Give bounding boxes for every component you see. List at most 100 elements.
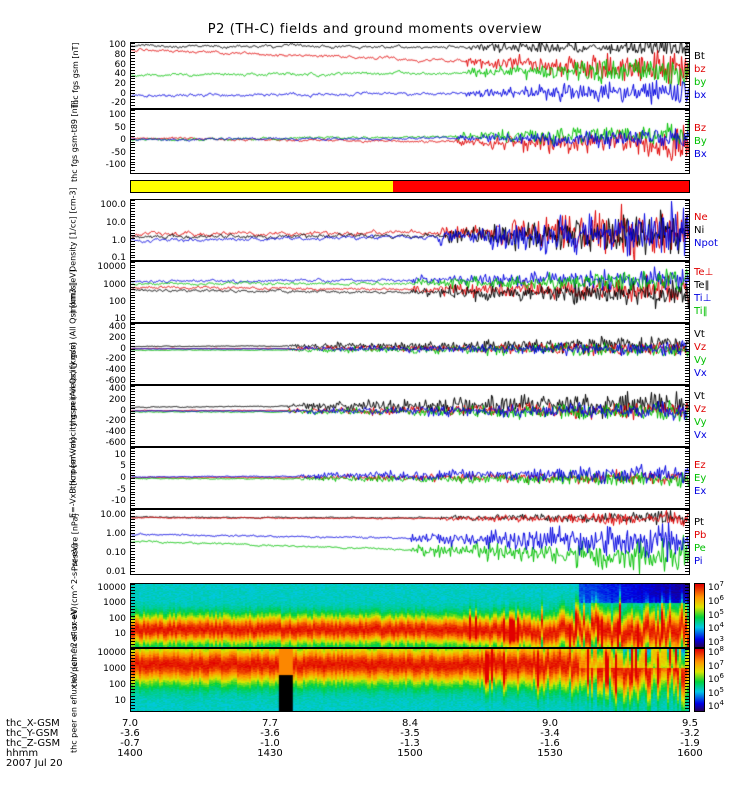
y-tick-label: 0 [120,473,126,483]
spectrogram-peir-en-eflux[interactable] [130,583,690,648]
axis-tick [685,121,689,122]
colorbar-tick-label: 104 [708,699,724,712]
axis-tick [685,308,689,309]
axis-tick [685,473,689,474]
axis-tick [131,593,135,594]
axis-tick [685,359,689,360]
axis-tick [131,644,135,645]
plot-panel-density[interactable] [130,199,690,261]
axis-tick [685,225,689,226]
axis-tick [685,489,689,490]
axis-tick [131,276,135,277]
axis-tick [685,381,689,382]
axis-tick [131,87,135,88]
colorbar-peer-en-eflux [694,648,705,712]
axis-tick [685,427,689,428]
axis-tick [131,668,135,669]
legend-item: Vy [694,417,707,428]
plot-panel-fgs-gsm[interactable] [130,42,690,109]
axis-tick [685,70,689,71]
y-tick-label: -10 [111,496,126,507]
axis-tick [685,696,689,697]
axis-tick [685,233,689,234]
axis-tick [131,478,135,479]
axis-tick [685,443,689,444]
plot-panel-fgs-gsm-t89[interactable] [130,109,690,174]
colorbar-tick-label: 103 [708,635,724,648]
axis-tick [131,539,135,540]
axis-tick [131,300,135,301]
axis-tick [131,153,135,154]
plot-panel-peir-velocity[interactable] [130,323,690,385]
axis-tick [131,147,135,148]
axis-tick [685,413,689,414]
axis-tick [685,419,689,420]
axis-tick [131,587,135,588]
axis-tick [685,58,689,59]
y-tick-label: 1000 [103,664,126,675]
axis-tick [685,43,689,44]
axis-tick [685,674,689,675]
axis-tick [131,235,135,236]
axis-tick [131,233,135,234]
legend-peer-velocity: Vt Vz Vy Vx [694,390,707,442]
axis-tick [131,314,135,315]
axis-tick [685,52,689,53]
axis-tick [131,222,135,223]
axis-tick [131,273,135,274]
axis-tick [685,116,689,117]
axis-tick [131,400,135,401]
axis-tick [685,500,689,501]
axis-tick [131,368,135,369]
axis-tick [685,619,689,620]
legend-density: Ne Ni Npot [694,211,718,250]
axis-tick [685,287,689,288]
axis-tick [131,386,135,387]
axis-tick [685,87,689,88]
plot-panel-temperature[interactable] [130,261,690,323]
axis-tick [131,70,135,71]
axis-tick [685,289,689,290]
axis-tick [685,246,689,247]
axis-tick [685,671,689,672]
axis-tick [685,708,689,709]
axis-tick [685,113,689,114]
axis-tick [131,142,135,143]
axis-tick [685,265,689,266]
axis-tick [685,649,689,650]
y-tick-label: 1.0 [111,235,126,246]
axis-tick [131,600,135,601]
spectrogram-peer-en-eflux[interactable] [130,648,690,712]
axis-tick [131,519,135,520]
legend-item: Ne [694,211,708,223]
axis-tick [685,262,689,263]
axis-tick [131,500,135,501]
axis-tick [131,200,135,201]
axis-tick [131,289,135,290]
status-segment-slow-survey [393,181,689,192]
legend-item: By [694,136,707,147]
legend-pressure: Pt Pb Pe Pi [694,516,706,568]
axis-tick [685,389,689,390]
colorbar-tick-label: 104 [708,621,724,635]
axis-tick [131,225,135,226]
axis-tick [685,252,689,253]
legend-peir-velocity: Vt Vz Vy Vx [694,328,707,380]
axis-tick [131,64,135,65]
axis-tick [131,435,135,436]
axis-tick [131,99,135,100]
axis-tick [685,386,689,387]
axis-tick [131,625,135,626]
colorbar-gradient [695,584,704,647]
plot-panel-peer-velocity[interactable] [130,385,690,447]
x-axis-row-label: thc_Y-GSM [6,728,59,739]
axis-tick [685,338,689,339]
axis-tick [131,139,135,140]
axis-tick [685,542,689,543]
plot-panel-pressure[interactable] [130,509,690,575]
axis-tick [685,689,689,690]
axis-tick [131,49,135,50]
plot-panel-efield[interactable] [130,447,690,509]
axis-tick [131,665,135,666]
